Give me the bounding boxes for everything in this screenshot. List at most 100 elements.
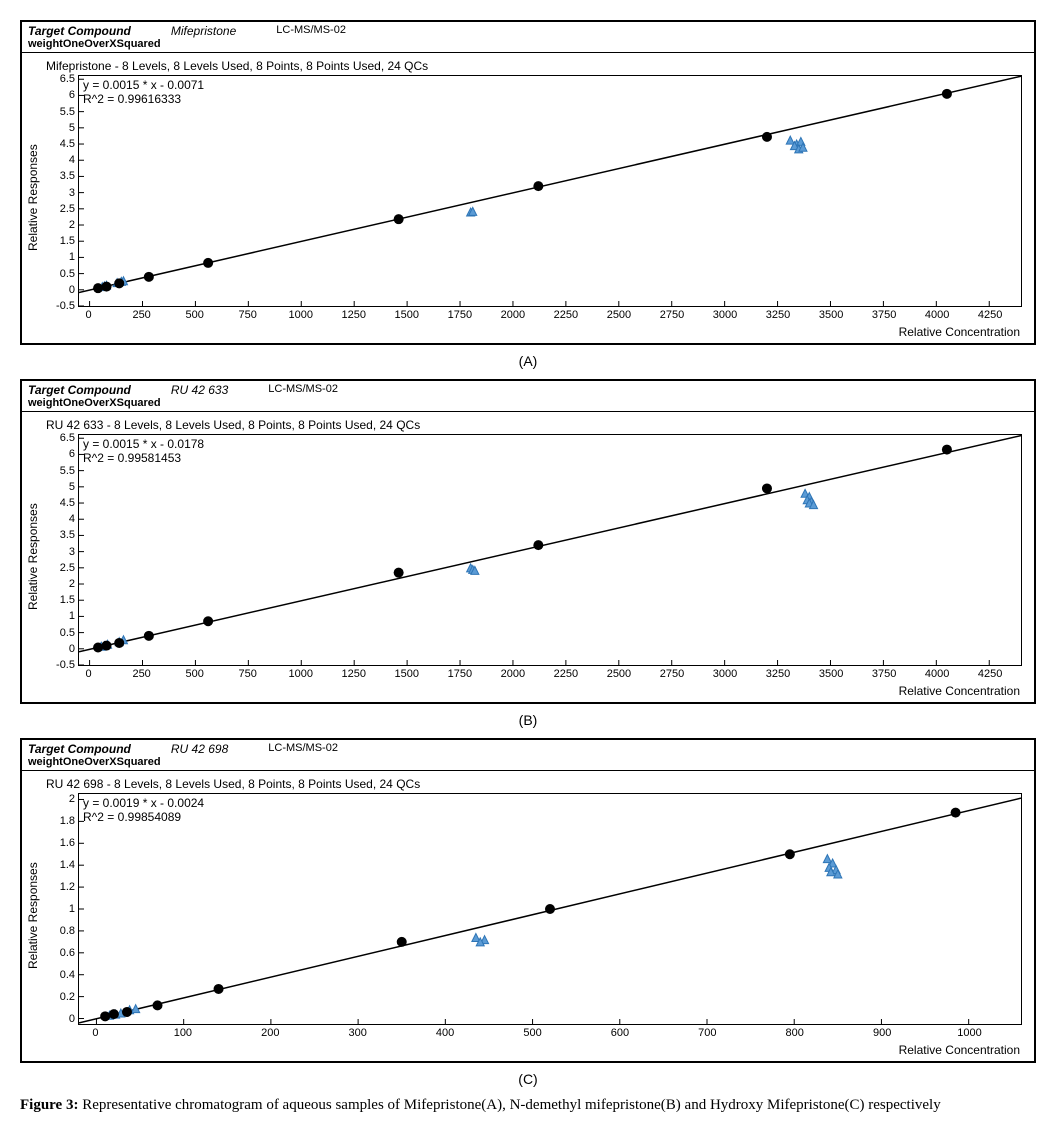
- plot-title: RU 42 633 - 8 Levels, 8 Levels Used, 8 P…: [42, 416, 1030, 434]
- calibration-point: [394, 568, 404, 578]
- compound-name: Mifepristone: [171, 24, 236, 38]
- instrument-id: LC-MS/MS-02: [268, 383, 338, 397]
- x-tick-label: 3500: [819, 309, 843, 321]
- calibration-point: [533, 540, 543, 550]
- x-tick-label: 3250: [766, 668, 790, 680]
- y-tick-label: 2: [69, 578, 75, 590]
- compound-name: RU 42 633: [171, 383, 228, 397]
- calibration-point: [951, 808, 961, 818]
- plot-title: RU 42 698 - 8 Levels, 8 Levels Used, 8 P…: [42, 775, 1030, 793]
- calibration-point: [394, 214, 404, 224]
- calibration-point: [144, 272, 154, 282]
- x-tick-label: 100: [174, 1027, 192, 1039]
- y-tick-label: 5.5: [60, 106, 75, 118]
- y-tick-label: 6.5: [60, 432, 75, 444]
- weighting-label: weightOneOverXSquared: [28, 756, 1028, 768]
- calibration-point: [122, 1007, 132, 1017]
- x-tick-label: 4000: [925, 668, 949, 680]
- x-tick-label: 1000: [288, 668, 312, 680]
- calibration-point: [942, 445, 952, 455]
- x-tick-label: 1500: [395, 668, 419, 680]
- y-tick-label: 0.5: [60, 268, 75, 280]
- panel-letter: (B): [20, 712, 1036, 728]
- y-axis-label: Relative Responses: [24, 775, 42, 1057]
- x-tick-label: 2500: [607, 668, 631, 680]
- y-tick-label: 0: [69, 643, 75, 655]
- plot-area: y = 0.0015 * x - 0.0071R^2 = 0.99616333-…: [78, 75, 1022, 307]
- y-tick-label: 5: [69, 481, 75, 493]
- y-axis-label: Relative Responses: [24, 57, 42, 339]
- x-tick-label: 3000: [713, 309, 737, 321]
- panel-header: Target Compound RU 42 633 LC-MS/MS-02weigh…: [22, 381, 1034, 412]
- compound-name: RU 42 698: [171, 742, 228, 756]
- x-tick-label: 3750: [872, 668, 896, 680]
- x-tick-label: 400: [436, 1027, 454, 1039]
- y-tick-label: 0.6: [60, 947, 75, 959]
- calibration-point: [545, 904, 555, 914]
- x-tick-label: 2000: [501, 668, 525, 680]
- calibration-point: [93, 643, 103, 653]
- calibration-point: [109, 1009, 119, 1019]
- x-tick-label: 3250: [766, 309, 790, 321]
- x-tick-label: 0: [86, 668, 92, 680]
- calibration-panel-A: Target CompoundMifepristoneLC-MS/MS-02we…: [20, 20, 1036, 345]
- calibration-panel-C: Target CompoundRU 42 698LC-MS/MS-02weigh…: [20, 738, 1036, 1063]
- x-tick-label: 1500: [395, 309, 419, 321]
- equation-text: y = 0.0015 * x - 0.0071R^2 = 0.99616333: [83, 78, 204, 107]
- y-tick-label: 5: [69, 122, 75, 134]
- y-tick-label: 1.6: [60, 837, 75, 849]
- calibration-point: [114, 278, 124, 288]
- y-tick-label: 1: [69, 251, 75, 263]
- y-tick-label: 1.5: [60, 594, 75, 606]
- y-tick-label: -0.5: [56, 300, 75, 312]
- y-tick-label: 1.2: [60, 881, 75, 893]
- x-tick-label: 1750: [448, 309, 472, 321]
- y-tick-label: 1.8: [60, 815, 75, 827]
- y-tick-label: 6: [69, 448, 75, 460]
- x-tick-label: 2750: [660, 309, 684, 321]
- y-tick-label: 4.5: [60, 497, 75, 509]
- instrument-id: LC-MS/MS-02: [268, 742, 338, 756]
- y-tick-label: -0.5: [56, 659, 75, 671]
- x-tick-label: 0: [86, 309, 92, 321]
- x-tick-label: 4250: [978, 668, 1002, 680]
- y-tick-label: 3: [69, 187, 75, 199]
- y-tick-label: 0.5: [60, 627, 75, 639]
- qc-point: [786, 136, 794, 144]
- y-tick-label: 0: [69, 284, 75, 296]
- x-axis-label: Relative Concentration: [42, 684, 1020, 698]
- target-compound-label: Target Compound: [28, 24, 131, 38]
- calibration-point: [203, 258, 213, 268]
- calibration-point: [762, 132, 772, 142]
- x-tick-label: 1250: [342, 309, 366, 321]
- x-tick-label: 1000: [957, 1027, 981, 1039]
- regression-line: [79, 76, 1021, 292]
- weighting-label: weightOneOverXSquared: [28, 397, 1028, 409]
- calibration-point: [203, 616, 213, 626]
- x-tick-label: 500: [185, 668, 203, 680]
- x-tick-label: 750: [239, 668, 257, 680]
- panel-letter: (A): [20, 353, 1036, 369]
- calibration-point: [942, 89, 952, 99]
- y-tick-label: 0: [69, 1013, 75, 1025]
- y-tick-label: 3.5: [60, 529, 75, 541]
- x-tick-label: 250: [132, 668, 150, 680]
- qc-point: [823, 855, 831, 863]
- calibration-point: [93, 283, 103, 293]
- x-tick-label: 600: [611, 1027, 629, 1039]
- x-tick-label: 800: [786, 1027, 804, 1039]
- y-tick-label: 6.5: [60, 73, 75, 85]
- y-tick-label: 0.8: [60, 925, 75, 937]
- x-tick-label: 300: [349, 1027, 367, 1039]
- x-tick-label: 750: [239, 309, 257, 321]
- y-tick-label: 1: [69, 903, 75, 915]
- y-tick-label: 2.5: [60, 203, 75, 215]
- target-compound-label: Target Compound: [28, 383, 131, 397]
- y-tick-label: 6: [69, 89, 75, 101]
- y-tick-label: 4: [69, 513, 75, 525]
- plot-area: y = 0.0015 * x - 0.0178R^2 = 0.99581453-…: [78, 434, 1022, 666]
- x-tick-label: 500: [523, 1027, 541, 1039]
- x-tick-label: 3500: [819, 668, 843, 680]
- x-tick-label: 2500: [607, 309, 631, 321]
- y-tick-label: 3.5: [60, 170, 75, 182]
